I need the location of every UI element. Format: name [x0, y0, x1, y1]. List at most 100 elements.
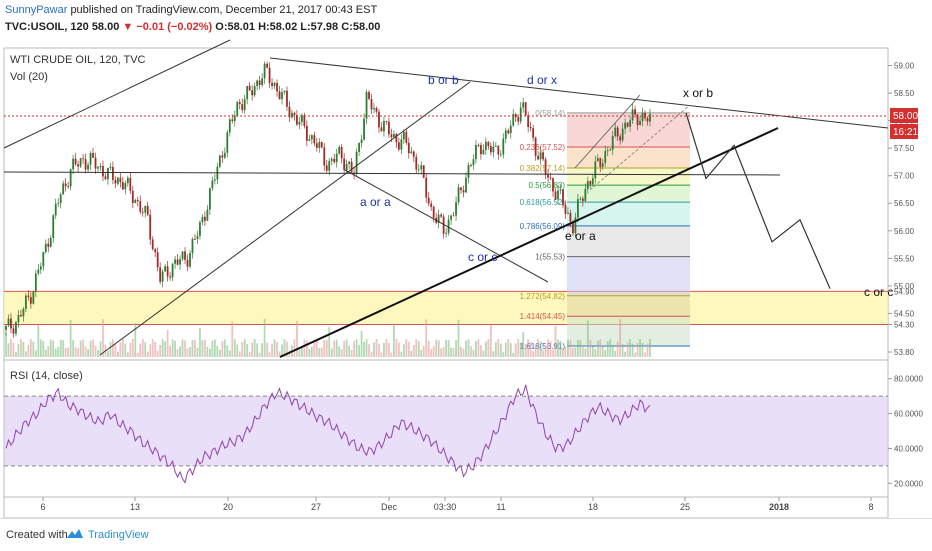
volume-bar — [258, 352, 261, 357]
candle-body — [253, 86, 256, 96]
volume-bar — [557, 339, 559, 357]
candle-body — [44, 243, 47, 252]
volume-bar — [345, 339, 348, 357]
volume-bar — [271, 343, 273, 357]
volume-bar — [194, 340, 196, 357]
candle-body — [576, 199, 579, 218]
volume-bar — [54, 348, 57, 357]
candles — [5, 61, 651, 338]
candle-body — [537, 155, 540, 160]
candle-body — [616, 127, 619, 137]
volume-bar — [641, 342, 644, 357]
created-with-text: Created with — [6, 529, 68, 541]
candle-body — [335, 153, 338, 163]
candle-body — [504, 130, 507, 139]
candle-body — [365, 92, 368, 119]
volume-bar — [626, 342, 629, 357]
candle-body — [333, 158, 336, 163]
candle-body — [181, 251, 184, 260]
trendline-upper-left[interactable] — [3, 39, 231, 149]
volume-bar — [166, 330, 169, 357]
volume-bar — [594, 349, 597, 357]
volume-bar — [5, 333, 7, 357]
volume-bar — [549, 341, 552, 357]
trendline-rising[interactable] — [99, 81, 471, 356]
volume-bar — [576, 340, 579, 357]
wave-label-c-projection: c or c — [864, 285, 893, 299]
volume-bar — [131, 339, 134, 357]
last-price: 58.00 — [91, 21, 120, 33]
candle-body — [276, 82, 278, 92]
fib-level-label: 1.414(54.45) — [520, 312, 566, 321]
volume-bar — [509, 343, 512, 357]
candle-body — [109, 166, 112, 169]
channel-lower-line[interactable] — [589, 104, 691, 191]
price-chart[interactable]: 0(58.14) 0.236(57.52) 0.382(57.14) 0.5(56.8… — [0, 0, 932, 520]
candle-body — [64, 183, 67, 187]
fib-level-label: 0.382(57.14) — [520, 164, 566, 173]
candle-body — [562, 189, 564, 205]
trendline-falling[interactable] — [344, 169, 549, 283]
volume-bars — [5, 319, 651, 357]
volume-bar — [544, 345, 547, 357]
candle-body — [591, 178, 594, 185]
down-arrow-icon: ▼ — [122, 21, 134, 33]
wave-projection-path[interactable] — [685, 112, 831, 289]
horizontal-support-line[interactable] — [3, 171, 781, 176]
candle-body — [614, 127, 617, 136]
candle-body — [492, 146, 495, 153]
candle-body — [440, 214, 443, 217]
candle-body — [402, 131, 405, 140]
volume-bar — [539, 341, 542, 357]
candle-body — [634, 109, 636, 115]
volume-bar — [216, 346, 219, 357]
candle-body — [273, 82, 276, 86]
tradingview-link[interactable]: TradingView — [88, 529, 149, 541]
volume-bar — [524, 343, 527, 357]
author-link[interactable]: SunnyPawar — [5, 4, 68, 16]
volume-legend: Vol (20) — [10, 71, 48, 83]
volume-bar — [649, 339, 651, 357]
candle-body — [112, 166, 114, 180]
candle-body — [131, 190, 134, 203]
fib-zone — [567, 202, 690, 226]
time-tick-label: 2018 — [769, 502, 789, 512]
candle-body — [308, 139, 311, 141]
volume-bar — [328, 327, 331, 357]
fib-level-label: 1.272(54.82) — [520, 292, 566, 301]
volume-bar — [184, 340, 186, 357]
candle-body — [124, 183, 127, 190]
time-tick-label: 8 — [868, 502, 873, 512]
channel-upper-line[interactable] — [574, 94, 641, 169]
candle-body — [119, 177, 122, 183]
volume-bar — [243, 339, 246, 357]
volume-bar — [10, 339, 12, 357]
candle-body — [514, 114, 517, 118]
candle-body — [482, 149, 485, 155]
volume-bar — [313, 339, 316, 357]
volume-bar — [514, 343, 517, 357]
candle-body — [594, 161, 597, 179]
candle-body — [589, 181, 592, 185]
triangle-lower-line[interactable] — [279, 127, 779, 358]
volume-bar — [338, 346, 341, 357]
candle-body — [631, 109, 634, 121]
volume-bar — [572, 347, 574, 357]
candle-body — [233, 115, 236, 122]
candle-body — [330, 158, 333, 161]
volume-bar — [497, 339, 500, 357]
candle-body — [94, 157, 97, 169]
symbol-line: TVC:USOIL, 120 58.00 ▼ −0.01 (−0.02%) O:… — [5, 21, 380, 33]
candle-body — [315, 143, 318, 148]
fib-zone — [567, 185, 690, 203]
candle-body — [221, 155, 224, 158]
candle-body — [559, 189, 562, 191]
volume-bar — [79, 340, 82, 357]
volume-bar — [283, 339, 286, 357]
candle-body — [425, 177, 428, 198]
candle-body — [300, 115, 303, 122]
volume-bar — [268, 352, 271, 357]
fib-retracement[interactable]: 0(58.14) 0.236(57.52) 0.382(57.14) 0.5(56.8… — [520, 109, 690, 351]
candle-body — [383, 120, 385, 132]
volume-bar — [619, 319, 622, 357]
